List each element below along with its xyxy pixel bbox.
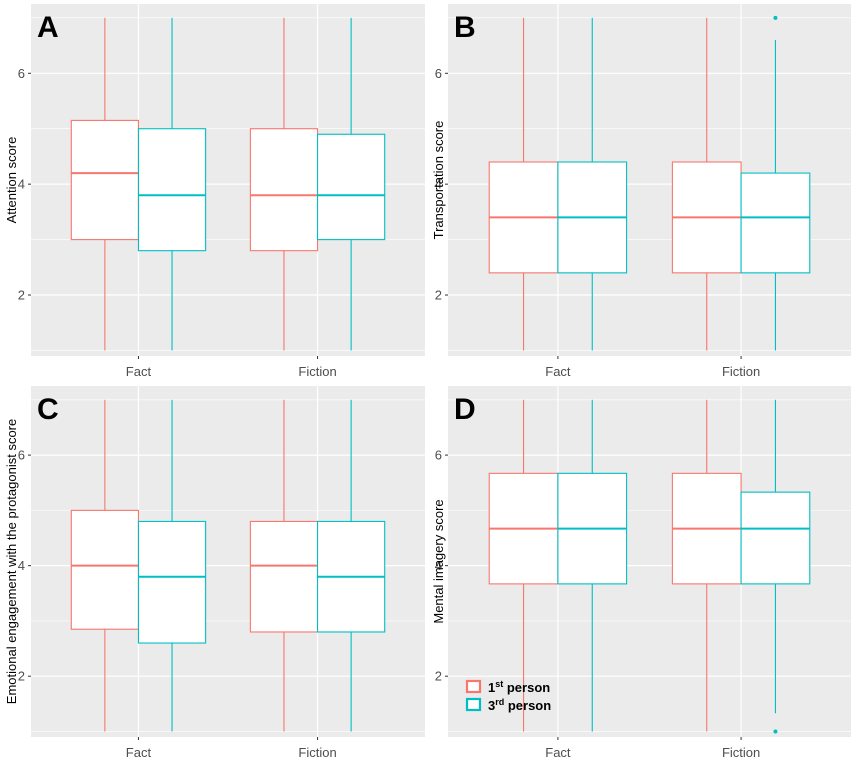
box-iqr <box>70 119 140 241</box>
box-third-person-fiction <box>316 17 386 351</box>
box-iqr <box>740 491 811 585</box>
panel-b: 2 4 6 Fact Fiction Transportation score B <box>431 4 851 379</box>
outlier-point <box>773 729 778 734</box>
box-iqr <box>137 520 207 644</box>
legend-label-1st-person: 1st person <box>488 679 550 695</box>
box-third-person-fact <box>137 17 207 351</box>
x-tick-label-fact: Fact <box>545 745 571 760</box>
y-axis-title: Emotional engagement with the protagonis… <box>4 419 19 704</box>
panel-label-b: B <box>454 11 476 44</box>
y-tick-label: 4 <box>435 177 442 192</box>
x-tick-label-fact: Fact <box>126 745 152 760</box>
y-tick-label: 2 <box>18 288 25 303</box>
legend-key-3rd-person <box>465 697 482 712</box>
x-tick-label-fiction: Fiction <box>722 745 760 760</box>
x-tick-label-fact: Fact <box>545 364 571 379</box>
y-tick-label: 6 <box>18 66 25 81</box>
y-tick-label: 6 <box>18 448 25 463</box>
box-iqr <box>70 509 140 630</box>
legend: 1st person 3rd person <box>465 679 551 713</box>
box-iqr <box>137 128 207 252</box>
x-tick-label-fiction: Fiction <box>298 364 336 379</box>
box-first-person-fact <box>488 17 559 351</box>
box-first-person-fiction <box>249 17 319 351</box>
box-third-person-fact <box>137 399 207 732</box>
y-axis-title: Attention score <box>4 137 19 224</box>
y-tick-label: 4 <box>18 177 25 192</box>
box-first-person-fact <box>70 399 140 732</box>
box-iqr <box>249 128 319 252</box>
x-tick-label-fiction: Fiction <box>722 364 760 379</box>
legend-label-3rd-person: 3rd person <box>488 697 551 713</box>
panel-label-d: D <box>454 393 476 426</box>
box-iqr <box>249 520 319 633</box>
y-axis-title: Mental imagery score <box>431 499 446 623</box>
legend-key-1st-person <box>465 679 482 694</box>
panel-label-a: A <box>37 11 59 44</box>
box-first-person-fiction <box>671 399 742 732</box>
y-tick-label: 2 <box>435 288 442 303</box>
x-tick-label-fiction: Fiction <box>298 745 336 760</box>
panel-d: 2 4 6 Fact Fiction Mental imagery score D <box>431 386 851 760</box>
y-tick-label: 6 <box>435 448 442 463</box>
y-tick-label: 4 <box>435 558 442 573</box>
y-axis-title: Transportation score <box>431 121 446 240</box>
x-tick-label-fact: Fact <box>126 364 152 379</box>
panel-a: 2 4 6 Fact Fiction Attention score A <box>4 4 425 379</box>
y-tick-label: 4 <box>18 558 25 573</box>
panel-c: 2 4 6 Fact Fiction Emotional engagement with … <box>4 386 425 760</box>
box-iqr <box>316 133 386 241</box>
box-third-person-fiction <box>740 15 811 351</box>
outlier-point <box>773 15 778 20</box>
box-third-person-fiction <box>316 399 386 732</box>
box-first-person-fiction <box>249 399 319 732</box>
box-third-person-fact <box>557 17 628 351</box>
y-tick-label: 2 <box>18 669 25 684</box>
y-tick-label: 2 <box>435 669 442 684</box>
box-iqr <box>740 172 811 274</box>
panel-label-c: C <box>37 393 59 426</box>
box-third-person-fiction <box>740 399 811 734</box>
y-tick-label: 6 <box>435 66 442 81</box>
box-third-person-fact <box>557 399 628 732</box>
